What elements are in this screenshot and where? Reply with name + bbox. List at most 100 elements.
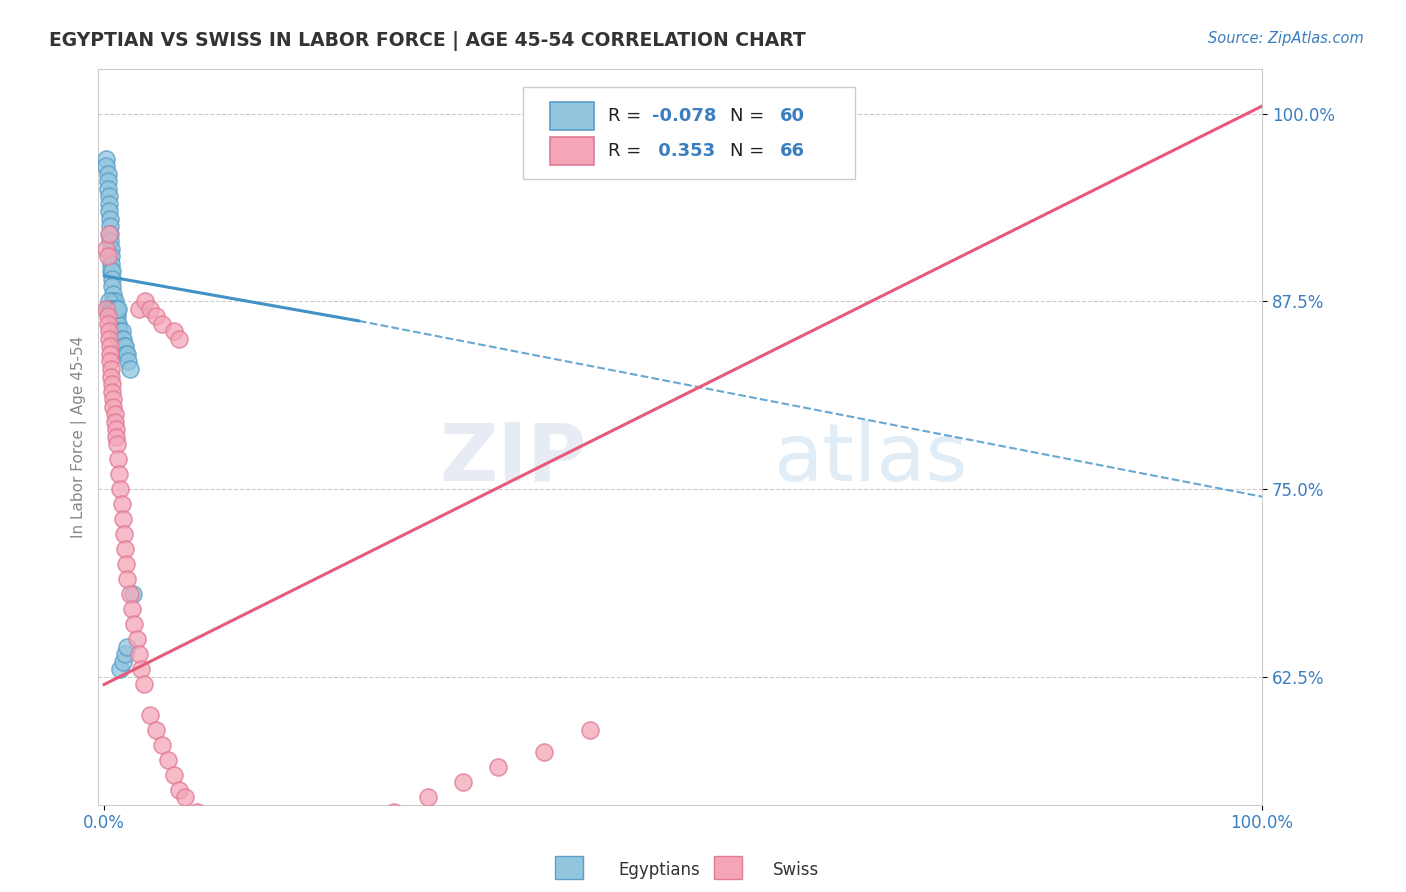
Point xyxy=(98,227,121,241)
Point xyxy=(162,767,184,781)
Point xyxy=(103,310,125,324)
Point xyxy=(162,325,184,339)
Point xyxy=(97,332,120,346)
Point xyxy=(105,301,128,316)
Point xyxy=(118,587,141,601)
Point xyxy=(110,332,132,346)
Text: 60: 60 xyxy=(780,107,806,125)
Point xyxy=(186,805,208,820)
Point xyxy=(97,174,120,188)
Point xyxy=(100,369,122,384)
Text: R =: R = xyxy=(607,107,647,125)
Point xyxy=(111,332,134,346)
Point xyxy=(97,310,120,324)
Point xyxy=(232,828,254,842)
Point xyxy=(103,301,125,316)
Point xyxy=(125,632,148,647)
Point xyxy=(114,542,136,557)
Point xyxy=(97,301,120,316)
Point xyxy=(122,617,145,632)
Point xyxy=(105,437,128,451)
Point xyxy=(96,152,118,166)
Point xyxy=(97,189,120,203)
Point xyxy=(486,760,509,774)
Point xyxy=(110,482,132,496)
FancyBboxPatch shape xyxy=(550,137,595,165)
Point xyxy=(96,159,118,173)
Point xyxy=(100,249,122,263)
Point xyxy=(111,512,134,526)
Point xyxy=(103,286,125,301)
Point xyxy=(174,790,197,805)
Text: atlas: atlas xyxy=(773,419,967,498)
Point xyxy=(114,648,136,662)
Point xyxy=(128,648,150,662)
Point xyxy=(101,377,124,392)
Point xyxy=(145,723,167,737)
Point xyxy=(96,242,118,256)
Point xyxy=(150,317,173,331)
Point xyxy=(117,572,139,586)
Point xyxy=(103,407,125,421)
FancyBboxPatch shape xyxy=(550,102,595,129)
Point xyxy=(97,317,120,331)
Point xyxy=(100,242,122,256)
Text: ZIP: ZIP xyxy=(440,419,588,498)
Point xyxy=(132,677,155,691)
Point xyxy=(451,775,474,789)
Point xyxy=(117,640,139,654)
Point xyxy=(129,663,152,677)
Text: Source: ZipAtlas.com: Source: ZipAtlas.com xyxy=(1208,31,1364,46)
Text: EGYPTIAN VS SWISS IN LABOR FORCE | AGE 45-54 CORRELATION CHART: EGYPTIAN VS SWISS IN LABOR FORCE | AGE 4… xyxy=(49,31,806,51)
Point xyxy=(98,339,121,353)
Point xyxy=(105,310,128,324)
Point xyxy=(115,558,138,572)
Point xyxy=(117,347,139,361)
Point xyxy=(97,167,120,181)
Text: Egyptians: Egyptians xyxy=(619,861,700,879)
Point xyxy=(110,663,132,677)
Point xyxy=(100,264,122,278)
Point xyxy=(104,301,127,316)
Text: 66: 66 xyxy=(780,142,806,160)
Point xyxy=(101,264,124,278)
Point xyxy=(169,332,191,346)
Point xyxy=(107,301,129,316)
Point xyxy=(108,332,131,346)
Point xyxy=(98,235,121,249)
Point xyxy=(103,301,125,316)
Point xyxy=(101,301,124,316)
Point xyxy=(97,182,120,196)
Point xyxy=(169,782,191,797)
Point xyxy=(103,294,125,309)
Point xyxy=(110,325,132,339)
Point xyxy=(579,723,602,737)
Y-axis label: In Labor Force | Age 45-54: In Labor Force | Age 45-54 xyxy=(72,335,87,538)
Point xyxy=(104,317,127,331)
Point xyxy=(117,354,139,368)
Text: N =: N = xyxy=(730,142,770,160)
Point xyxy=(97,249,120,263)
Point xyxy=(418,790,440,805)
Point xyxy=(100,257,122,271)
FancyBboxPatch shape xyxy=(523,87,855,179)
Point xyxy=(101,279,124,293)
Point xyxy=(128,301,150,316)
Point xyxy=(112,339,135,353)
Point xyxy=(103,301,125,316)
Point xyxy=(118,362,141,376)
Point xyxy=(97,204,120,219)
Text: N =: N = xyxy=(730,107,770,125)
Point xyxy=(98,219,121,234)
Point xyxy=(98,347,121,361)
Point xyxy=(197,813,219,827)
Point xyxy=(101,272,124,286)
Point xyxy=(267,828,290,842)
Point xyxy=(122,587,145,601)
Point xyxy=(150,738,173,752)
Point xyxy=(97,196,120,211)
Point xyxy=(108,325,131,339)
Text: R =: R = xyxy=(607,142,647,160)
Point xyxy=(100,301,122,316)
Point xyxy=(97,294,120,309)
